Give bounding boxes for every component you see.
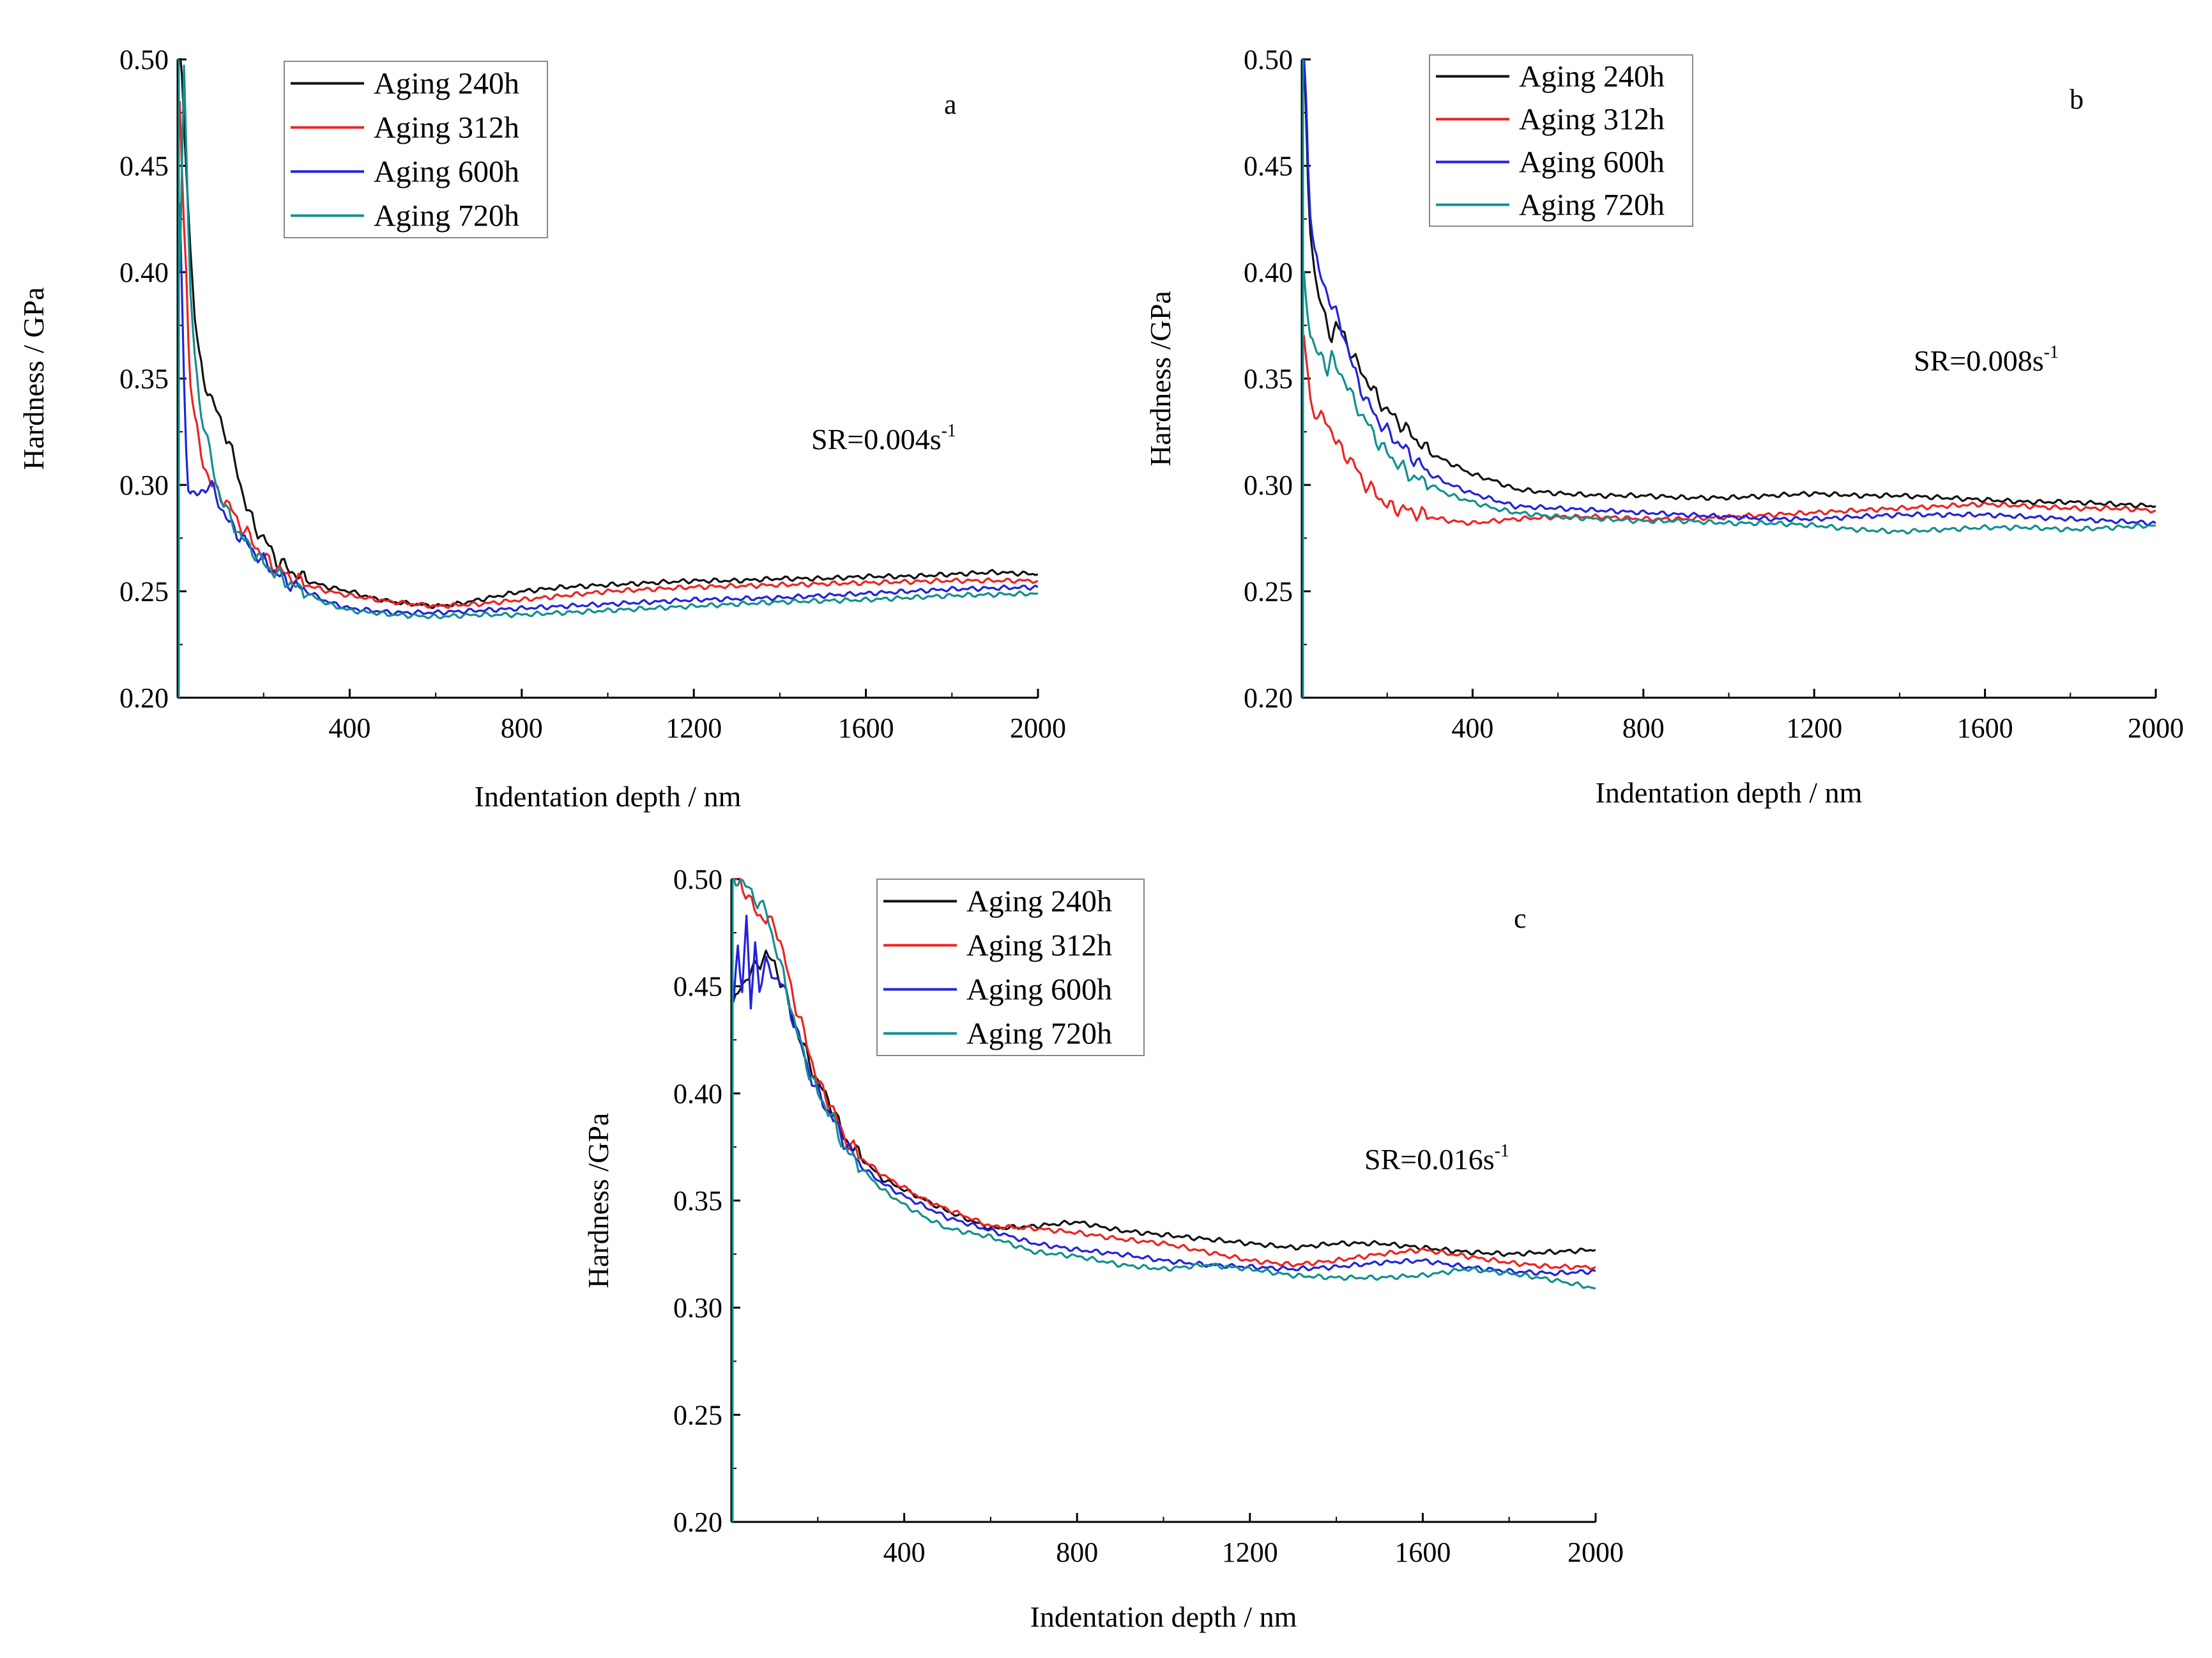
y-tick-label: 0.40 (673, 1078, 722, 1109)
annotation-superscript: -1 (942, 421, 956, 441)
x-axis-label: Indentation depth / nm (1596, 776, 1863, 809)
y-tick-label: 0.20 (1244, 682, 1293, 714)
legend-box (284, 61, 548, 238)
legend-box (876, 879, 1145, 1056)
panel-letter: b (2070, 84, 2084, 115)
y-tick-label: 0.50 (119, 44, 169, 75)
panel-letter: c (1514, 903, 1527, 934)
y-tick-label: 0.20 (119, 682, 169, 714)
series-line-aging-600h (178, 203, 1038, 617)
x-tick-label: 1200 (666, 712, 722, 744)
legend-label: Aging 720h (1519, 188, 1665, 222)
y-tick-label: 0.50 (1244, 44, 1293, 75)
y-tick-label: 0.40 (119, 257, 169, 288)
legend-label: Aging 312h (966, 929, 1112, 963)
plot-area (1302, 58, 2156, 535)
legend-box (1429, 54, 1693, 227)
x-tick-label: 2000 (2128, 712, 2184, 744)
series-line-aging-240h (179, 58, 1038, 610)
series-line-aging-600h (1303, 58, 2156, 526)
legend-label: Aging 600h (1519, 146, 1665, 180)
y-tick-label: 0.50 (673, 864, 722, 895)
y-tick-label: 0.45 (1244, 151, 1293, 182)
legend-label: Aging 600h (374, 155, 519, 189)
series-line-aging-240h (1303, 58, 2156, 509)
x-tick-label: 2000 (1010, 712, 1066, 744)
x-tick-label: 800 (1622, 712, 1665, 744)
series-line-aging-720h (178, 65, 1038, 620)
y-axis-label: Hardness / GPa (17, 287, 50, 470)
y-tick-label: 0.20 (673, 1507, 722, 1538)
x-tick-label: 400 (328, 712, 370, 744)
y-tick-label: 0.35 (673, 1185, 722, 1217)
chart-panel-b: 0.20 0.25 0.30 0.35 0.40 0.45 0.50 400 800 1200 16… (1144, 44, 2184, 809)
legend-label: Aging 240h (966, 885, 1112, 919)
x-tick-label: 1600 (1394, 1537, 1451, 1568)
series-line-aging-240h (732, 949, 1596, 1257)
legend-label: Aging 312h (1519, 103, 1665, 137)
x-tick-label: 2000 (1567, 1537, 1624, 1568)
legend-label: Aging 600h (966, 973, 1112, 1007)
strain-rate-annotation: SR=0.016s-1 (1364, 1141, 1509, 1176)
y-tick-label: 0.30 (673, 1293, 722, 1324)
panel-letter: a (944, 89, 957, 120)
y-tick-label: 0.25 (1244, 576, 1293, 608)
legend: Aging 240h Aging 312h Aging 600h Aging 720h (876, 879, 1145, 1056)
x-tick-label: 400 (1451, 712, 1493, 744)
y-tick-label: 0.40 (1244, 257, 1293, 288)
x-tick-label: 1600 (1957, 712, 2013, 744)
chart-panel-a: 0.20 0.25 0.30 0.35 0.40 0.45 0.50 400 800 1200 16… (17, 44, 1066, 813)
legend-label: Aging 240h (374, 67, 519, 101)
series-line-aging-312h (733, 878, 1596, 1271)
strain-rate-annotation: SR=0.008s-1 (1914, 342, 2059, 377)
x-tick-label: 1200 (1786, 712, 1842, 744)
x-tick-label: 1600 (838, 712, 894, 744)
series-line-aging-312h (1302, 335, 2156, 526)
y-tick-label: 0.35 (119, 364, 169, 395)
series-line-aging-312h (178, 101, 1038, 610)
y-tick-label: 0.30 (119, 470, 169, 501)
annotation-superscript: -1 (1495, 1141, 1509, 1161)
chart-panel-c: 0.20 0.25 0.30 0.35 0.40 0.45 0.50 400 800 1200 16… (582, 864, 1624, 1633)
y-tick-label: 0.45 (673, 971, 722, 1002)
legend-label: Aging 720h (966, 1017, 1112, 1051)
legend: Aging 240h Aging 312h Aging 600h Aging 720h (284, 61, 548, 238)
x-tick-label: 800 (1056, 1537, 1098, 1568)
y-tick-label: 0.35 (1244, 364, 1293, 395)
legend-label: Aging 240h (1519, 60, 1665, 94)
y-axis-label: Hardness /GPa (582, 1113, 614, 1289)
y-tick-label: 0.25 (673, 1399, 722, 1431)
x-tick-label: 800 (501, 712, 543, 744)
legend: Aging 240h Aging 312h Aging 600h Aging 720h (1429, 54, 1693, 227)
y-tick-label: 0.30 (1244, 470, 1293, 501)
x-axis-label: Indentation depth / nm (1030, 1600, 1297, 1633)
series-line-aging-720h (732, 878, 1596, 1290)
legend-label: Aging 720h (374, 199, 519, 233)
series-line-aging-720h (1302, 271, 2156, 535)
x-tick-label: 400 (883, 1537, 926, 1568)
strain-rate-annotation: SR=0.004s-1 (811, 421, 956, 456)
x-tick-label: 1200 (1222, 1537, 1278, 1568)
y-tick-label: 0.25 (119, 576, 169, 608)
annotation-superscript: -1 (2044, 342, 2059, 362)
legend-label: Aging 312h (374, 111, 519, 145)
y-tick-label: 0.45 (119, 151, 169, 182)
series-line-aging-600h (732, 914, 1596, 1277)
y-axis-label: Hardness /GPa (1144, 291, 1177, 466)
plot-area (732, 878, 1596, 1290)
plot-area (178, 58, 1038, 620)
x-axis-label: Indentation depth / nm (475, 780, 742, 813)
